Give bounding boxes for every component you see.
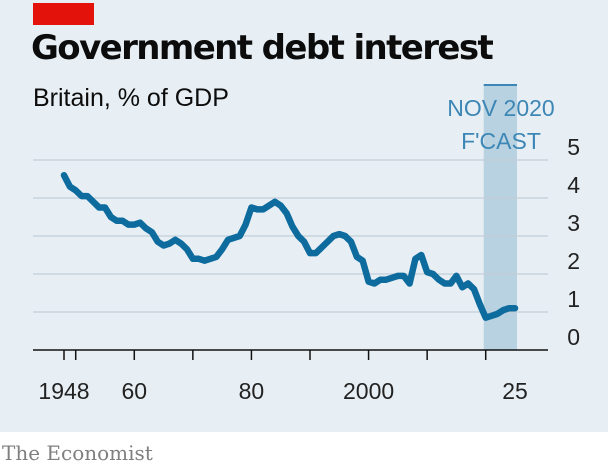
- y-tick-label: 0: [567, 324, 580, 350]
- x-tick-label: 1948: [38, 378, 89, 404]
- y-tick-label: 1: [567, 286, 580, 312]
- x-tick-label: 2000: [343, 378, 394, 404]
- chart-subtitle: Britain, % of GDP: [33, 84, 229, 112]
- y-tick-label: 5: [567, 134, 580, 160]
- chart-title: Government debt interest: [31, 28, 494, 68]
- x-tick-label: 60: [121, 378, 147, 404]
- series-line-debt-interest: [60, 171, 519, 321]
- x-tick-label: 80: [239, 378, 265, 404]
- forecast-label-fcast: F'CAST: [461, 128, 541, 154]
- x-axis: 1948 60 80 2000 25: [33, 349, 548, 404]
- y-tick-label: 3: [567, 210, 580, 236]
- x-tick-label: 25: [502, 378, 528, 404]
- brand-logo-text: The Economist: [2, 441, 153, 465]
- gridlines: [33, 159, 548, 313]
- y-tick-label: 4: [567, 172, 580, 198]
- forecast-label-date: NOV 2020: [447, 95, 554, 121]
- y-axis-tick-labels: 0 1 2 3 4 5: [567, 134, 580, 350]
- brand-red-tag: [33, 3, 94, 25]
- y-tick-label: 2: [567, 248, 580, 274]
- line-chart: NOV 2020 F'CAST 0 1 2 3 4 5 1948 60 80 2000 25: [33, 84, 580, 404]
